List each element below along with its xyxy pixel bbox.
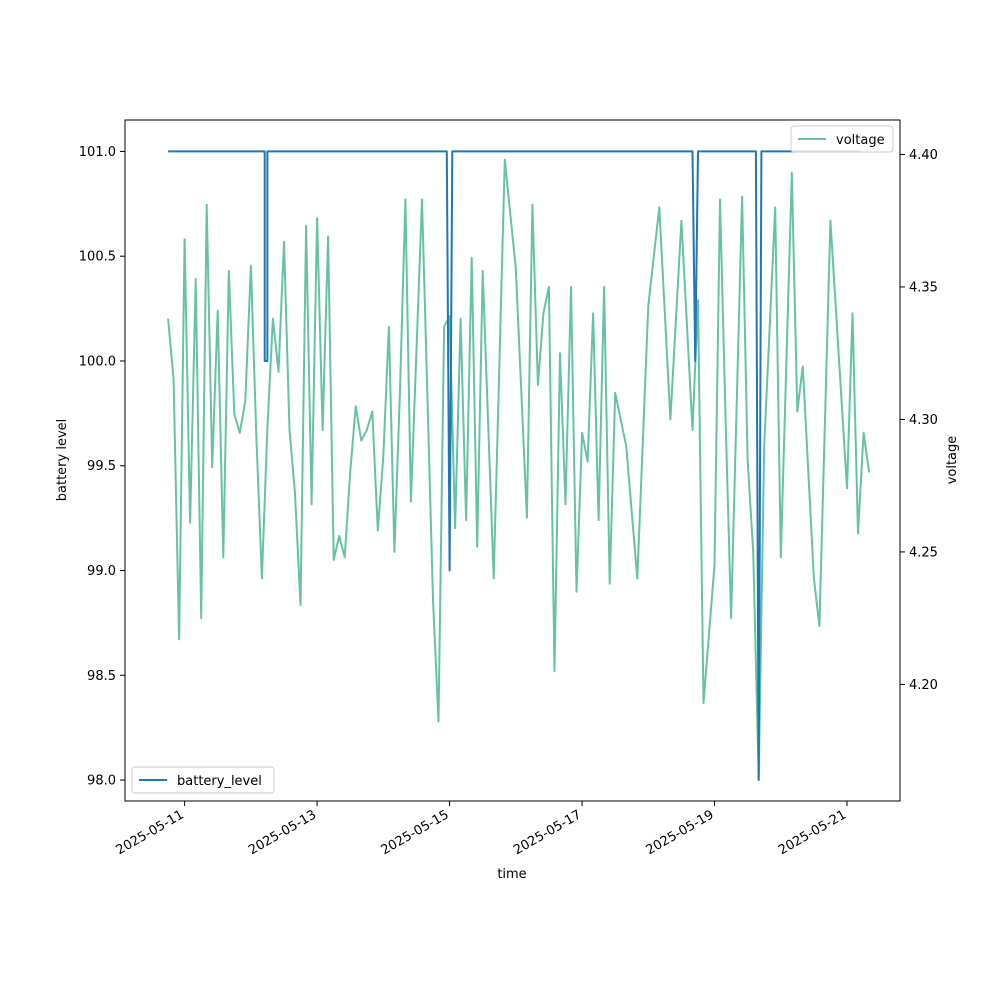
left-tick-label: 99.0 <box>87 564 116 579</box>
right-tick-label: 4.40 <box>909 148 938 163</box>
left-tick-label: 99.5 <box>87 459 116 474</box>
legend-voltage: voltage <box>790 125 894 153</box>
legend-box <box>790 125 894 153</box>
right-tick-label: 4.25 <box>909 545 938 560</box>
left-y-axis: 98.0 98.5 99.0 99.5 100.0 100.5 101.0 <box>79 145 125 789</box>
left-tick-label: 98.0 <box>87 774 116 789</box>
series-line-voltage <box>167 158 871 779</box>
plot-frame <box>124 119 901 802</box>
right-y-axis: 4.20 4.25 4.30 4.35 4.40 <box>900 148 938 693</box>
legend-box <box>131 766 275 794</box>
right-axis-label: voltage <box>945 436 960 485</box>
plot-area <box>167 150 871 781</box>
left-tick-label: 101.0 <box>79 145 116 160</box>
legend-label-battery-level: battery_level <box>177 774 262 789</box>
right-tick-label: 4.20 <box>909 678 938 693</box>
legend-label-voltage: voltage <box>836 133 885 148</box>
x-axis-label: time <box>497 867 526 882</box>
left-tick-label: 100.5 <box>79 250 116 265</box>
series-line-battery-level <box>168 150 861 781</box>
right-tick-label: 4.35 <box>909 280 938 295</box>
left-tick-label: 100.0 <box>79 354 116 369</box>
right-tick-label: 4.30 <box>909 413 938 428</box>
left-axis-label: battery level <box>55 419 70 502</box>
legend-battery-level: battery_level <box>131 766 275 794</box>
left-tick-label: 98.5 <box>87 669 116 684</box>
